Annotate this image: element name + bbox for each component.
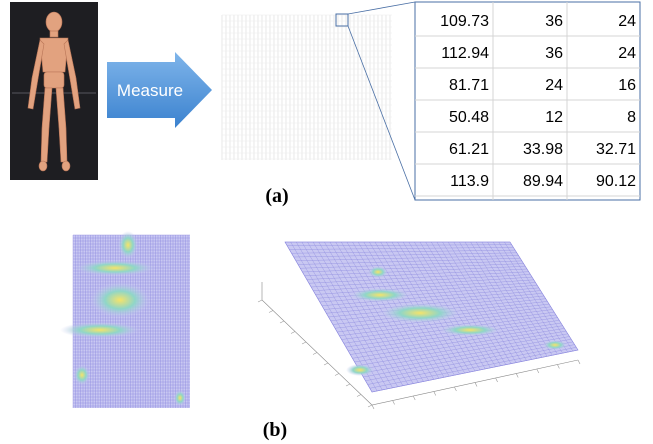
axis-tick (258, 300, 262, 302)
table-cell: 109.73 (440, 13, 489, 30)
table-cell: 36 (545, 45, 563, 62)
arrow-label: Measure (117, 81, 183, 100)
surface-plot-3d (258, 242, 580, 409)
table-cell: 8 (627, 109, 636, 126)
surface-plot-2d (60, 231, 190, 408)
axis-tick (324, 363, 328, 365)
axis-tick (413, 396, 415, 400)
axis-tick (454, 387, 456, 391)
table-cell: 33.98 (523, 141, 563, 158)
peak (90, 282, 150, 318)
peak (74, 365, 90, 385)
table-cell: 16 (618, 77, 636, 94)
table-cell: 12 (545, 109, 563, 126)
table-cell: 32.71 (596, 141, 636, 158)
table-cell: 112.94 (441, 45, 489, 62)
peak (380, 303, 460, 323)
axis-tick (434, 392, 436, 396)
axis-tick (475, 383, 477, 387)
axis-tick (496, 378, 498, 382)
axis-tick (346, 384, 350, 386)
peak (350, 288, 410, 302)
table-cell: 81.71 (449, 77, 489, 94)
axis-tick (537, 369, 539, 373)
table-cell: 24 (618, 45, 636, 62)
zoom-line (348, 2, 415, 14)
axis-tick (516, 374, 518, 378)
axis-tick (335, 374, 339, 376)
caption: (b) (263, 419, 287, 441)
table-cell: 90.12 (596, 173, 636, 190)
mannequin-photo (10, 2, 98, 180)
peak (174, 390, 186, 406)
number-grid (222, 15, 392, 160)
axis-tick (269, 311, 273, 313)
peak (118, 231, 138, 259)
zoom-table: 109.73 36 24 112.94 36 24 81.71 24 16 50.48 12 8 61.… (415, 2, 640, 200)
axis-tick (368, 405, 372, 407)
axis-tick (578, 360, 580, 364)
peak (543, 340, 567, 350)
peak (60, 322, 140, 338)
table-cell: 50.48 (449, 109, 489, 126)
table-cell: 36 (545, 13, 563, 30)
axis-tick (291, 332, 295, 334)
peak (346, 364, 374, 376)
figure-canvas: Measure 109.73 36 24 112.94 36 24 81.71 24 16 50.… (0, 0, 653, 444)
peak (75, 260, 155, 276)
axis-tick (372, 405, 374, 409)
table-cell: 89.94 (523, 173, 563, 190)
table-cell: 24 (545, 77, 563, 94)
caption: (a) (265, 185, 288, 207)
axis-tick (302, 342, 306, 344)
peak (368, 266, 388, 278)
axis-tick (557, 365, 559, 369)
axis-tick (313, 353, 317, 355)
table-cell: 113.9 (450, 173, 489, 190)
axis-tick (357, 395, 361, 397)
table-cell: 61.21 (449, 141, 489, 158)
axis-tick (280, 321, 284, 323)
axis-tick (393, 401, 395, 405)
figure: Measure 109.73 36 24 112.94 36 24 81.71 24 16 50.… (0, 0, 653, 444)
peak (440, 324, 500, 336)
table-cell: 24 (618, 13, 636, 30)
